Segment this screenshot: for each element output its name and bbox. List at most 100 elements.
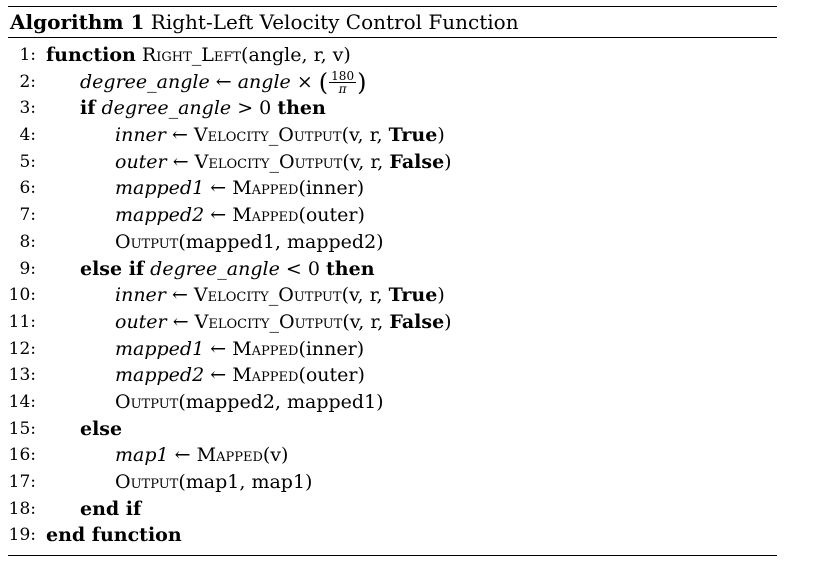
caption-label: Algorithm 1 bbox=[10, 10, 145, 34]
line-number: 8: bbox=[19, 231, 36, 252]
keyword-else: else bbox=[80, 417, 123, 440]
function-call: Output bbox=[115, 230, 179, 253]
variable: inner bbox=[115, 284, 166, 307]
fraction-denominator: π bbox=[338, 82, 347, 97]
line-code: inner ← Velocity_Output(v, r, True) bbox=[115, 282, 445, 309]
algorithm-lines: 1: function Right_Left(angle, r, v) 2: d… bbox=[8, 38, 777, 555]
call-args: (outer) bbox=[298, 364, 365, 387]
keyword-if: if bbox=[80, 97, 96, 120]
comparison: < 0 bbox=[285, 257, 320, 280]
algo-line-12: 12: mapped1 ← Mapped(inner) bbox=[8, 336, 777, 363]
line-code: if degree_angle > 0 then bbox=[80, 95, 326, 122]
call-args: (map1, map1) bbox=[178, 471, 313, 493]
literal-false: False bbox=[389, 150, 445, 173]
comparison: > 0 bbox=[237, 97, 272, 120]
assign-arrow: ← bbox=[172, 150, 189, 173]
line-code: mapped2 ← Mapped(outer) bbox=[115, 202, 365, 229]
function-call: Mapped bbox=[196, 444, 263, 467]
algo-line-11: 11: outer ← Velocity_Output(v, r, False) bbox=[8, 309, 777, 336]
variable: mapped1 bbox=[115, 337, 205, 360]
line-code: else if degree_angle < 0 then bbox=[80, 256, 375, 283]
line-number: 16: bbox=[8, 445, 36, 466]
call-args: (outer) bbox=[298, 204, 365, 227]
algo-line-16: 16: map1 ← Mapped(v) bbox=[8, 442, 777, 469]
line-number: 17: bbox=[8, 472, 36, 492]
function-args: (angle, r, v) bbox=[241, 44, 351, 66]
algorithm-block: Algorithm 1 Right-Left Velocity Control … bbox=[8, 6, 777, 557]
close-paren: ) bbox=[444, 310, 452, 333]
function-call: Velocity_Output bbox=[194, 310, 343, 333]
call-args: (mapped2, mapped1) bbox=[178, 390, 384, 413]
function-call: Mapped bbox=[232, 364, 299, 387]
algo-line-15: 15: else bbox=[8, 416, 777, 443]
variable: mapped1 bbox=[115, 177, 205, 200]
literal-false: False bbox=[389, 310, 445, 333]
line-code: Output(map1, map1) bbox=[115, 469, 312, 496]
variable: outer bbox=[115, 310, 167, 333]
function-call: Output bbox=[115, 471, 179, 493]
variable: outer bbox=[115, 150, 167, 173]
line-code: mapped2 ← Mapped(outer) bbox=[115, 362, 365, 389]
assign-arrow: ← bbox=[210, 364, 227, 387]
algo-line-10: 10: inner ← Velocity_Output(v, r, True) bbox=[8, 282, 777, 309]
function-call: Mapped bbox=[232, 177, 299, 200]
keyword-else-if: else if bbox=[80, 257, 145, 280]
variable: angle bbox=[237, 70, 291, 93]
line-code: outer ← Velocity_Output(v, r, False) bbox=[115, 309, 452, 336]
bottom-rule bbox=[8, 555, 777, 557]
line-number: 2: bbox=[19, 71, 36, 92]
variable: map1 bbox=[115, 444, 169, 467]
assign-arrow: ← bbox=[171, 284, 188, 307]
close-paren: ) bbox=[357, 68, 367, 97]
line-code: outer ← Velocity_Output(v, r, False) bbox=[115, 149, 452, 176]
line-number: 19: bbox=[8, 525, 36, 546]
keyword-then: then bbox=[326, 257, 375, 280]
line-code: mapped1 ← Mapped(inner) bbox=[115, 175, 364, 202]
variable: inner bbox=[115, 124, 166, 147]
line-number: 6: bbox=[19, 178, 36, 199]
fraction-numerator: 180 bbox=[329, 69, 357, 84]
function-call: Velocity_Output bbox=[193, 124, 342, 147]
top-rule bbox=[8, 6, 777, 7]
caption-rule bbox=[8, 37, 777, 38]
open-paren: ( bbox=[318, 68, 329, 97]
variable: degree_angle bbox=[150, 257, 280, 280]
line-number: 13: bbox=[8, 365, 36, 386]
line-code: end if bbox=[80, 496, 141, 523]
algo-line-14: 14: Output(mapped2, mapped1) bbox=[8, 389, 777, 416]
call-args: (inner) bbox=[298, 337, 365, 360]
keyword-end-if: end if bbox=[80, 497, 142, 520]
literal-true: True bbox=[388, 284, 438, 307]
line-number: 11: bbox=[8, 311, 36, 332]
line-number: 4: bbox=[19, 125, 36, 146]
function-call: Mapped bbox=[232, 337, 299, 360]
close-paren: ) bbox=[437, 124, 445, 147]
call-args: (v, r, bbox=[342, 150, 390, 173]
caption-title: Right-Left Velocity Control Function bbox=[150, 10, 519, 34]
variable: degree_angle bbox=[101, 97, 232, 120]
assign-arrow: ← bbox=[172, 310, 189, 333]
fraction: 180 π bbox=[329, 69, 357, 97]
assign-arrow: ← bbox=[215, 70, 232, 93]
variable: degree_angle bbox=[80, 70, 210, 93]
assign-arrow: ← bbox=[174, 444, 191, 467]
call-args: (v, r, bbox=[341, 284, 389, 307]
line-number: 3: bbox=[19, 98, 36, 119]
algo-line-4: 4: inner ← Velocity_Output(v, r, True) bbox=[8, 122, 777, 149]
literal-true: True bbox=[388, 124, 438, 147]
function-name: Right_Left bbox=[141, 44, 242, 66]
algo-line-6: 6: mapped1 ← Mapped(inner) bbox=[8, 175, 777, 202]
line-number: 15: bbox=[8, 418, 36, 439]
algorithm-caption: Algorithm 1 Right-Left Velocity Control … bbox=[8, 7, 777, 37]
function-call: Output bbox=[115, 390, 179, 413]
line-code: inner ← Velocity_Output(v, r, True) bbox=[115, 122, 445, 149]
keyword-then: then bbox=[277, 97, 326, 120]
line-number: 10: bbox=[8, 285, 36, 306]
call-args: (v, r, bbox=[342, 310, 390, 333]
algo-line-5: 5: outer ← Velocity_Output(v, r, False) bbox=[8, 149, 777, 176]
line-code: else bbox=[80, 416, 122, 443]
algo-line-8: 8: Output(mapped1, mapped2) bbox=[8, 229, 777, 256]
algo-line-7: 7: mapped2 ← Mapped(outer) bbox=[8, 202, 777, 229]
assign-arrow: ← bbox=[210, 177, 227, 200]
algo-line-18: 18: end if bbox=[8, 496, 777, 523]
